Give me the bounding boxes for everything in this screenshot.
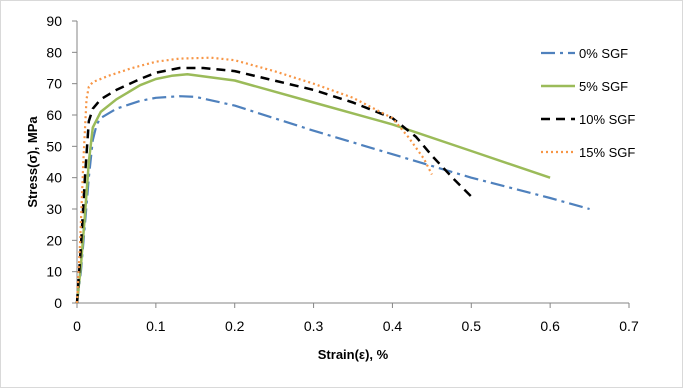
series-lines	[75, 56, 590, 304]
legend-label-10-sgf-pct: 10% SGF	[579, 112, 635, 127]
y-tick-label: 50	[46, 138, 62, 154]
series-line-5-sgf-pct	[75, 73, 551, 304]
legend-label-15-sgf-pct: 15% SGF	[579, 145, 635, 160]
x-tick-label: 0.7	[619, 318, 639, 334]
x-tick-label: 0.5	[462, 318, 482, 334]
y-tick-label: 30	[46, 201, 62, 217]
y-tick-label: 20	[46, 232, 62, 248]
y-tick-label: 70	[46, 76, 62, 92]
y-tick-label: 90	[46, 13, 62, 29]
legend: 0% SGF 5% SGF 10% SGF 15% SGF	[541, 46, 635, 160]
series-line-0-sgf-pct	[75, 95, 590, 304]
y-tick-label: 60	[46, 107, 62, 123]
y-axis-title: Stress(σ), MPa	[25, 116, 40, 208]
legend-label-0-sgf-pct: 0% SGF	[579, 46, 628, 61]
y-tick-label: 0	[54, 295, 62, 311]
axes: 0 10 20 30 40 50 60 70 80 90 0 0.1 0.2 0.3 0.4 0.5 0.6 0.…	[46, 13, 639, 334]
series-line-10-sgf-pct	[75, 66, 473, 304]
legend-label-5-sgf-pct: 5% SGF	[579, 79, 628, 94]
x-tick-label: 0.6	[540, 318, 560, 334]
x-tick-label: 0	[73, 318, 81, 334]
x-tick-label: 0.2	[225, 318, 245, 334]
series-line-15-sgf-pct	[75, 56, 433, 304]
x-tick-label: 0.4	[383, 318, 403, 334]
y-tick-label: 40	[46, 170, 62, 186]
y-tick-label: 80	[46, 44, 62, 60]
y-tick-label: 10	[46, 264, 62, 280]
x-axis-title: Strain(ε), %	[318, 347, 389, 362]
x-tick-label: 0.3	[304, 318, 324, 334]
x-tick-label: 0.1	[146, 318, 166, 334]
